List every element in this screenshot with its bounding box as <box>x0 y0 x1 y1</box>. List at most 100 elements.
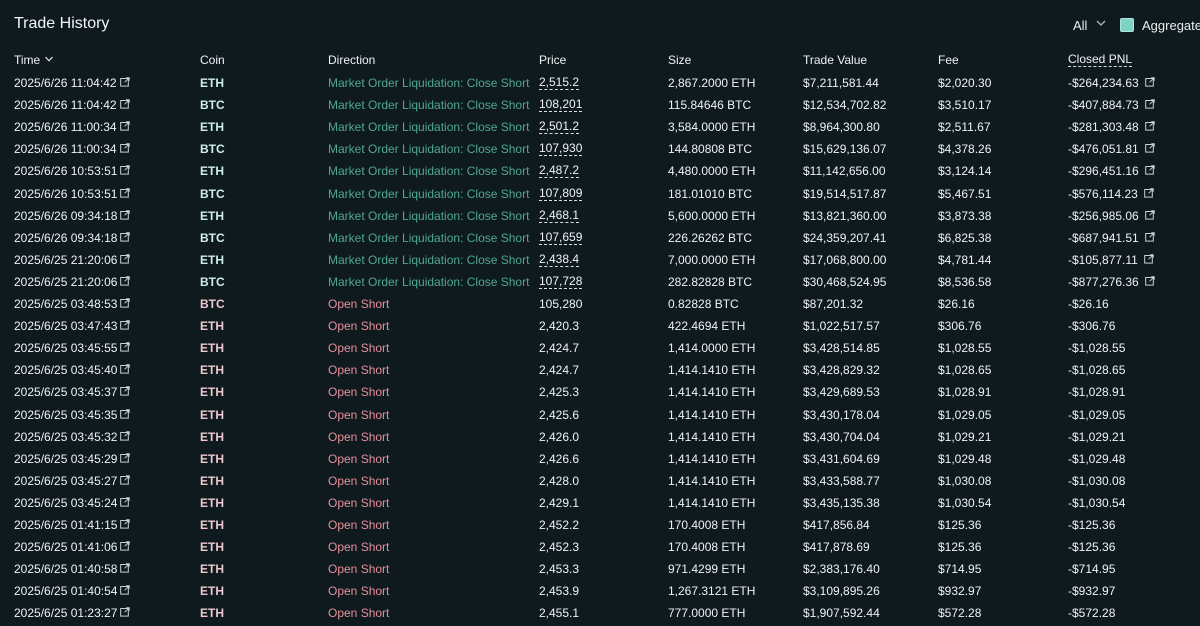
direction-label: Market Order Liquidation: Close Short <box>328 98 530 113</box>
table-row: 2025/6/25 03:45:37 ETH Open Short 2,425.3 1,… <box>0 381 1200 403</box>
external-link-icon[interactable] <box>120 99 130 109</box>
trade-time: 2025/6/25 21:20:06 <box>14 274 118 289</box>
coin-label: ETH <box>200 208 224 223</box>
external-link-icon[interactable] <box>1145 77 1155 87</box>
table-row: 2025/6/26 11:04:42 BTC Market Order Liquid… <box>0 94 1200 116</box>
trade-value: $3,109,895.26 <box>803 584 880 599</box>
trade-value: $7,211,581.44 <box>803 76 879 90</box>
trade-value: $12,534,702.82 <box>803 98 887 113</box>
table-row: 2025/6/25 01:40:54 ETH Open Short 2,453.9 1,… <box>0 580 1200 602</box>
table-row: 2025/6/25 03:45:27 ETH Open Short 2,428.0 1,… <box>0 470 1200 492</box>
closed-pnl-value: -$932.97 <box>1068 584 1116 599</box>
column-header-time[interactable]: Time <box>14 53 41 67</box>
external-link-icon[interactable] <box>120 563 130 573</box>
price-value[interactable]: 2,487.2 <box>539 163 580 179</box>
external-link-icon[interactable] <box>120 276 130 286</box>
fee-value: $2,511.67 <box>938 120 991 135</box>
size-value: 1,414.1410 ETH <box>668 407 756 422</box>
external-link-icon[interactable] <box>1145 209 1155 220</box>
external-link-icon[interactable] <box>120 585 130 595</box>
size-value: 1,267.3121 ETH <box>668 584 756 599</box>
fee-value: $1,030.54 <box>938 495 992 510</box>
external-link-icon[interactable] <box>120 77 130 87</box>
direction-label: Market Order Liquidation: Close Short <box>328 142 530 157</box>
external-link-icon[interactable] <box>120 231 130 242</box>
closed-pnl-value: -$476,051.81 <box>1068 142 1139 157</box>
table-row: 2025/6/25 03:47:43 ETH Open Short 2,420.3 42… <box>0 315 1200 337</box>
table-row: 2025/6/25 03:45:55 ETH Open Short 2,424.7 1,… <box>0 337 1200 359</box>
external-link-icon[interactable] <box>1145 231 1155 242</box>
fee-value: $125.36 <box>938 540 982 555</box>
external-link-icon[interactable] <box>120 430 130 441</box>
direction-label: Market Order Liquidation: Close Short <box>328 164 530 179</box>
external-link-icon[interactable] <box>120 165 130 175</box>
column-header-closed-pnl[interactable]: Closed PNL <box>1068 52 1133 67</box>
coin-label: ETH <box>200 120 224 135</box>
external-link-icon[interactable] <box>120 386 130 396</box>
external-link-icon[interactable] <box>120 298 130 308</box>
external-link-icon[interactable] <box>1144 254 1154 264</box>
external-link-icon[interactable] <box>1144 187 1154 198</box>
external-link-icon[interactable] <box>120 519 130 529</box>
external-link-icon[interactable] <box>120 121 130 131</box>
trade-value: $15,629,136.07 <box>803 142 887 157</box>
trade-value: $1,907,592.44 <box>803 606 880 621</box>
price-value[interactable]: 107,659 <box>539 229 583 245</box>
external-link-icon[interactable] <box>1145 165 1155 175</box>
table-row: 2025/6/25 03:45:29 ETH Open Short 2,426.6 1,… <box>0 448 1200 470</box>
aggregate-label[interactable]: Aggregate <box>1142 18 1200 33</box>
external-link-icon[interactable] <box>120 209 130 220</box>
external-link-icon[interactable] <box>120 452 130 463</box>
aggregate-checkbox[interactable] <box>1120 18 1134 32</box>
table-row: 2025/6/25 03:45:24 ETH Open Short 2,429.1 1,… <box>0 492 1200 514</box>
price-value[interactable]: 2,438.4 <box>539 251 580 267</box>
coin-label: BTC <box>200 98 225 113</box>
external-link-icon[interactable] <box>120 475 130 485</box>
trade-time: 2025/6/25 21:20:06 <box>14 252 118 267</box>
fee-value: $6,825.38 <box>938 230 992 245</box>
chevron-down-icon[interactable] <box>44 54 54 64</box>
price-value[interactable]: 107,728 <box>539 273 583 289</box>
price-value[interactable]: 107,809 <box>539 185 583 201</box>
price-value[interactable]: 2,501.2 <box>539 119 580 135</box>
external-link-icon[interactable] <box>120 143 130 153</box>
chevron-down-icon[interactable] <box>1095 17 1107 29</box>
closed-pnl-value: -$1,029.48 <box>1068 451 1126 466</box>
column-header-trade-value: Trade Value <box>803 53 868 67</box>
external-link-icon[interactable] <box>1145 276 1155 286</box>
direction-label: Market Order Liquidation: Close Short <box>328 208 530 223</box>
trade-time: 2025/6/26 11:04:42 <box>14 76 117 90</box>
size-value: 170.4008 ETH <box>668 518 746 532</box>
external-link-icon[interactable] <box>120 607 130 617</box>
external-link-icon[interactable] <box>1145 143 1155 153</box>
external-link-icon[interactable] <box>120 541 130 551</box>
external-link-icon[interactable] <box>1145 99 1155 109</box>
coin-label: BTC <box>200 274 225 289</box>
price-value: 2,452.2 <box>539 518 580 532</box>
trade-value: $3,433,588.77 <box>803 473 880 488</box>
external-link-icon[interactable] <box>120 254 130 264</box>
price-value[interactable]: 108,201 <box>539 97 583 113</box>
price-value[interactable]: 2,515.2 <box>539 75 580 90</box>
fee-value: $714.95 <box>938 562 982 577</box>
trade-time: 2025/6/25 03:45:37 <box>14 385 118 400</box>
filter-dropdown[interactable]: All <box>1073 18 1088 33</box>
price-value[interactable]: 2,468.1 <box>539 207 580 223</box>
fee-value: $125.36 <box>938 518 982 532</box>
closed-pnl-value: -$407,884.73 <box>1068 98 1139 113</box>
external-link-icon[interactable] <box>120 497 130 507</box>
price-value[interactable]: 107,930 <box>539 141 583 157</box>
fee-value: $1,028.55 <box>938 341 992 356</box>
external-link-icon[interactable] <box>120 408 130 419</box>
direction-label: Market Order Liquidation: Close Short <box>328 252 530 267</box>
coin-label: ETH <box>200 518 224 532</box>
coin-label: ETH <box>200 76 224 90</box>
external-link-icon[interactable] <box>120 320 130 330</box>
size-value: 0.82828 BTC <box>668 297 739 311</box>
external-link-icon[interactable] <box>120 342 130 352</box>
external-link-icon[interactable] <box>1145 121 1155 131</box>
trade-value: $1,022,517.57 <box>803 319 880 334</box>
external-link-icon[interactable] <box>120 187 130 198</box>
external-link-icon[interactable] <box>120 364 130 374</box>
direction-label: Open Short <box>328 473 390 488</box>
